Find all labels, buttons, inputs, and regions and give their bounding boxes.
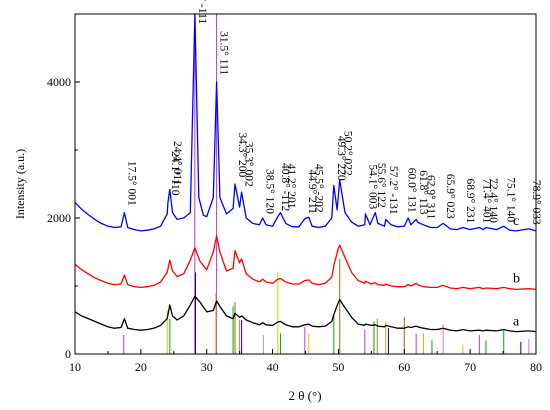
x-tick-label: 80	[530, 360, 542, 374]
y-tick-label: 0	[65, 347, 71, 361]
peak-label: 71.4° 401	[480, 179, 492, 224]
peak-label: 68.9° 231	[464, 179, 476, 224]
peak-label: 31.5° 111	[218, 31, 230, 75]
y-tick-label: 4000	[47, 75, 71, 89]
peak-label: 75.1° 140	[505, 177, 517, 222]
x-tick-label: 20	[135, 360, 147, 374]
peak-label: 62.9° 311	[424, 175, 436, 220]
axes: 10 20 30 40 50 60 70 80 0 2000 4000	[47, 75, 542, 374]
x-tick-label: 10	[69, 360, 81, 374]
peak-label: 24.1° 110	[169, 151, 181, 196]
peak-label: 17.5° 001	[125, 161, 137, 206]
peak-label: 38.5° 120	[264, 169, 276, 214]
peak-label: 61.8° 113	[417, 170, 429, 215]
x-tick-label: 70	[464, 360, 476, 374]
series-label: c	[513, 214, 519, 229]
peak-label: 35.3° 002	[243, 142, 255, 187]
peak-label: 34.3° 200	[236, 132, 248, 177]
series-labels: a b c	[513, 214, 520, 330]
peak-label: 60.0° 131	[405, 168, 417, 213]
series-line-b	[74, 235, 537, 291]
peak-label: 40.8° -112	[279, 163, 291, 212]
peak-label: 65.9° 023	[444, 174, 456, 219]
y-axis-label: Intensity (a.u.)	[13, 149, 27, 219]
peak-label: 24.4° 011	[171, 141, 183, 186]
peak-label: 49.3° 220	[335, 136, 347, 181]
series-line-a	[74, 295, 537, 333]
x-tick-label: 40	[267, 360, 279, 374]
peak-label: 41.2° 201	[285, 164, 297, 209]
series-label: b	[513, 272, 520, 287]
x-tick-label: 60	[398, 360, 410, 374]
x-axis-label: 2 θ (°)	[288, 388, 321, 403]
peak-label: 57.2° -131	[387, 166, 399, 215]
peak-label: 55.6° 122	[375, 163, 387, 208]
x-tick-label: 50	[332, 360, 344, 374]
peak-label: 28.2° -111	[196, 0, 208, 24]
peak-label: 45.5° -202	[312, 164, 324, 213]
series-line-c	[74, 13, 537, 232]
peak-label: 54.1° 003	[366, 164, 378, 209]
series-group	[74, 13, 537, 333]
y-tick-label: 2000	[47, 211, 71, 225]
peak-label: 78.9° 033	[530, 180, 542, 225]
x-tick-label: 30	[201, 360, 213, 374]
peak-label: 72.4° 140	[487, 178, 499, 223]
peak-label: 44.9° 211	[306, 170, 318, 215]
series-label: a	[513, 314, 520, 329]
peak-label: 50.2° 022	[341, 131, 353, 176]
